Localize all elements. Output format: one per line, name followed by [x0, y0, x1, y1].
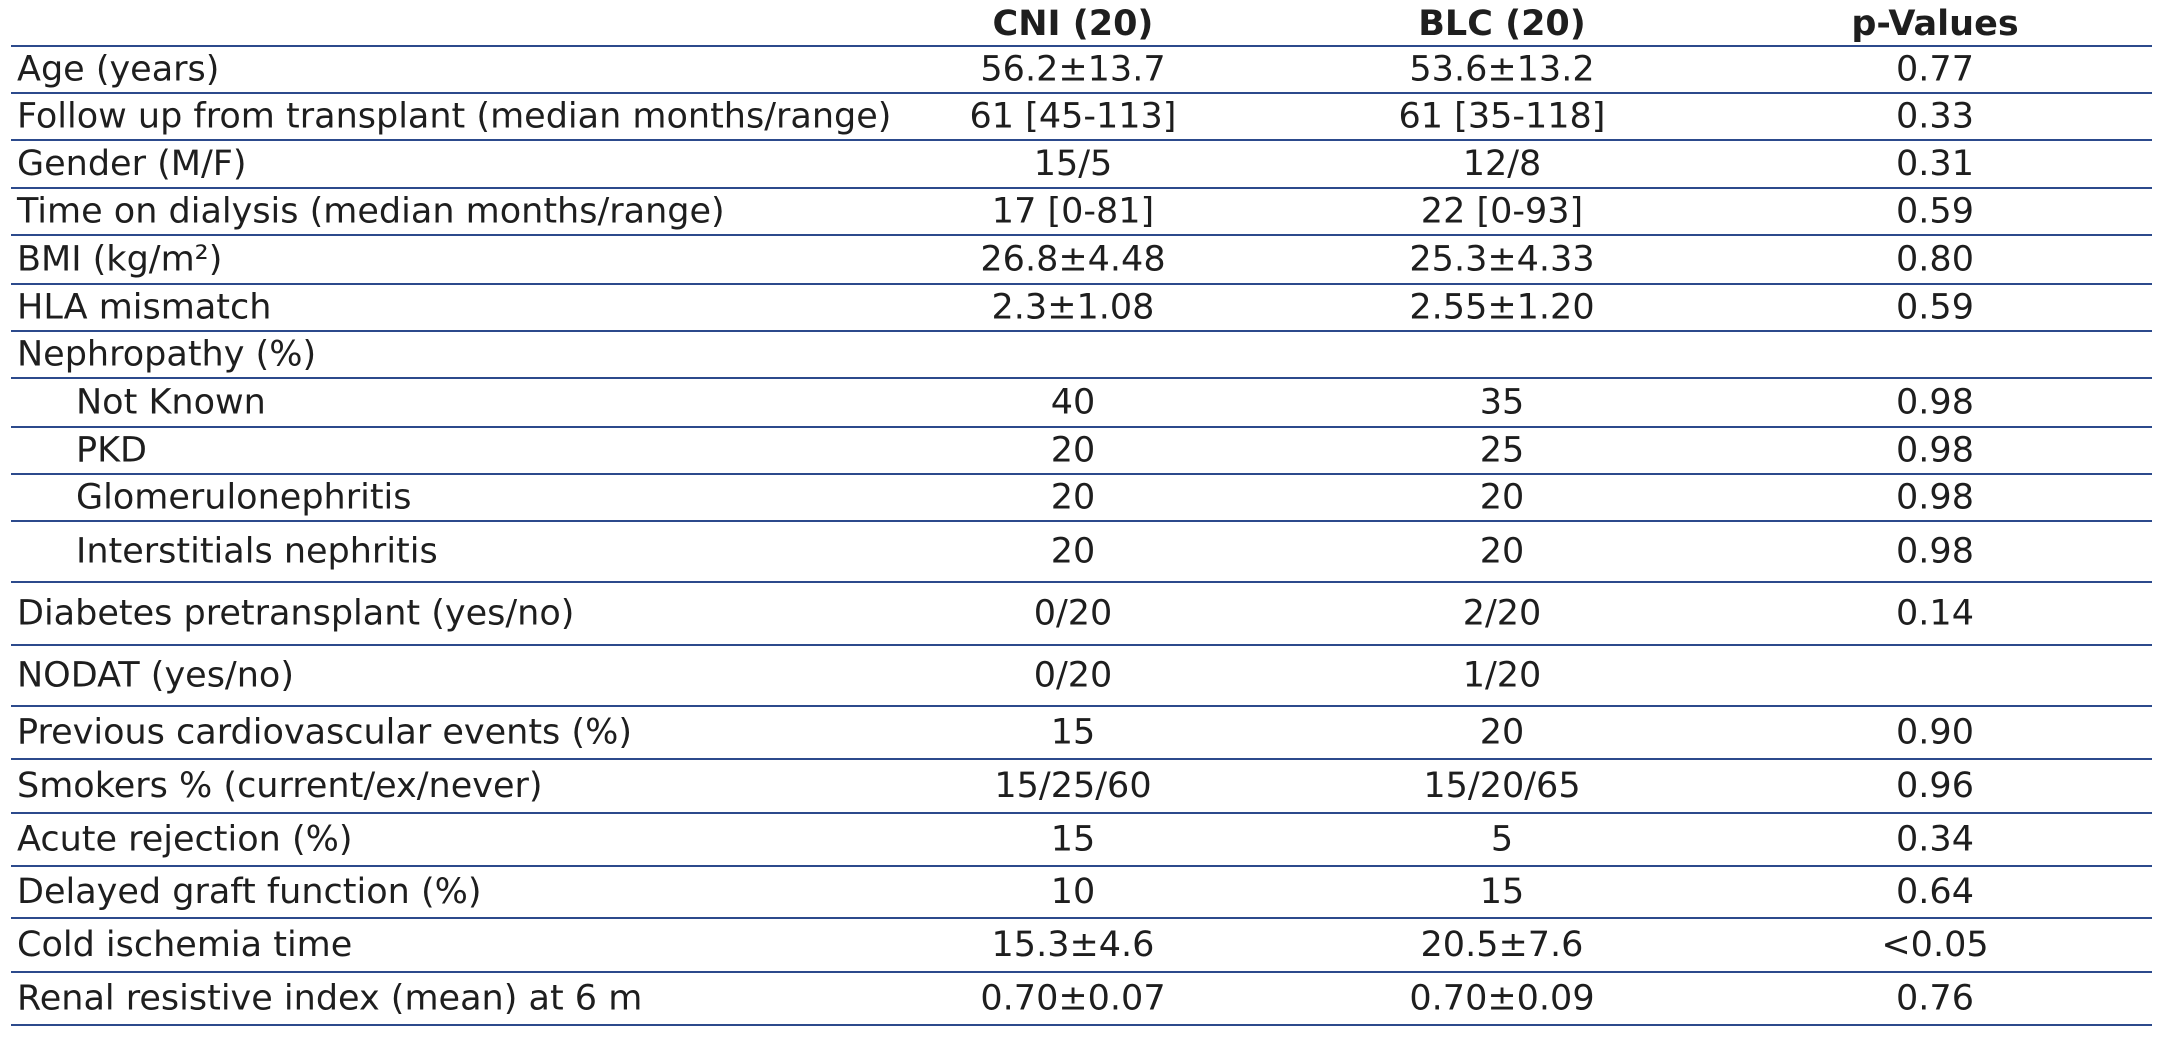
cell: 15/25/60 — [994, 766, 1151, 806]
cell: 0.77 — [1896, 50, 1974, 90]
column-header: p-Values — [1851, 4, 2018, 44]
cell: 0.59 — [1896, 192, 1974, 232]
cell: 0.76 — [1896, 979, 1974, 1019]
cell: 15/5 — [1034, 144, 1113, 184]
row-label: Glomerulonephritis — [76, 478, 412, 518]
row-label: Age (years) — [17, 50, 219, 90]
cell: 20 — [1051, 431, 1096, 471]
cell: 56.2±13.7 — [980, 50, 1165, 90]
row-label: Delayed graft function (%) — [17, 872, 482, 912]
cell: 26.8±4.48 — [980, 240, 1165, 280]
row-label: Follow up from transplant (median months… — [17, 97, 891, 137]
cell: 0.59 — [1896, 288, 1974, 328]
cell: 5 — [1491, 820, 1513, 860]
cell: 25 — [1480, 431, 1525, 471]
cell: 35 — [1480, 383, 1525, 423]
cell: 0.90 — [1896, 713, 1974, 753]
row-label: Nephropathy (%) — [17, 335, 316, 375]
cell: 0.98 — [1896, 383, 1974, 423]
row-label: HLA mismatch — [17, 288, 271, 328]
cell: 15.3±4.6 — [992, 925, 1155, 965]
cell: 61 [45-113] — [970, 97, 1177, 137]
row-label: Acute rejection (%) — [17, 820, 353, 860]
cell: 20 — [1051, 532, 1096, 572]
cell: 15 — [1051, 713, 1096, 753]
cell: 15/20/65 — [1423, 766, 1580, 806]
cell: 0.34 — [1896, 820, 1974, 860]
cell: 0.33 — [1896, 97, 1974, 137]
column-header: BLC (20) — [1418, 4, 1586, 44]
cell: 0/20 — [1034, 656, 1113, 696]
cell: 12/8 — [1463, 144, 1542, 184]
row-label: Gender (M/F) — [17, 144, 247, 184]
row-label: Smokers % (current/ex/never) — [17, 766, 543, 806]
cell: 53.6±13.2 — [1409, 50, 1594, 90]
cell: 0/20 — [1034, 594, 1113, 634]
row-label: NODAT (yes/no) — [17, 656, 294, 696]
cell: 0.31 — [1896, 144, 1974, 184]
cell: 10 — [1051, 872, 1096, 912]
row-label: Previous cardiovascular events (%) — [17, 713, 632, 753]
cell: 0.80 — [1896, 240, 1974, 280]
cell: 0.70±0.07 — [980, 979, 1165, 1019]
row-label: Time on dialysis (median months/range) — [16, 192, 725, 232]
row-label: PKD — [76, 431, 147, 471]
row-label: Cold ischemia time — [17, 925, 352, 965]
cell: 17 [0-81] — [992, 192, 1154, 232]
row-label: Not Known — [76, 383, 266, 423]
row-label: BMI (kg/m²) — [17, 240, 222, 280]
cell: 0.14 — [1896, 594, 1974, 634]
cell: 0.64 — [1896, 872, 1974, 912]
cell: 0.70±0.09 — [1409, 979, 1594, 1019]
column-header: CNI (20) — [993, 4, 1154, 44]
row-label: Diabetes pretransplant (yes/no) — [17, 594, 574, 634]
cell: 0.96 — [1896, 766, 1974, 806]
cell: 40 — [1051, 383, 1096, 423]
cell: 20 — [1051, 478, 1096, 518]
cell: 0.98 — [1896, 478, 1974, 518]
cell: 2.55±1.20 — [1409, 288, 1594, 328]
row-label: Interstitials nephritis — [76, 532, 438, 572]
cell: <0.05 — [1881, 925, 1988, 965]
cell: 15 — [1480, 872, 1525, 912]
cell: 1/20 — [1463, 656, 1542, 696]
cell: 0.98 — [1896, 532, 1974, 572]
cell: 25.3±4.33 — [1409, 240, 1594, 280]
cell: 61 [35-118] — [1399, 97, 1606, 137]
cell: 22 [0-93] — [1421, 192, 1583, 232]
cell: 20 — [1480, 532, 1525, 572]
cell: 20 — [1480, 478, 1525, 518]
cell: 0.98 — [1896, 431, 1974, 471]
cell: 15 — [1051, 820, 1096, 860]
cell: 2/20 — [1463, 594, 1542, 634]
cell: 20.5±7.6 — [1421, 925, 1584, 965]
cell: 2.3±1.08 — [992, 288, 1155, 328]
cell: 20 — [1480, 713, 1525, 753]
row-label: Renal resistive index (mean) at 6 m — [17, 979, 642, 1019]
